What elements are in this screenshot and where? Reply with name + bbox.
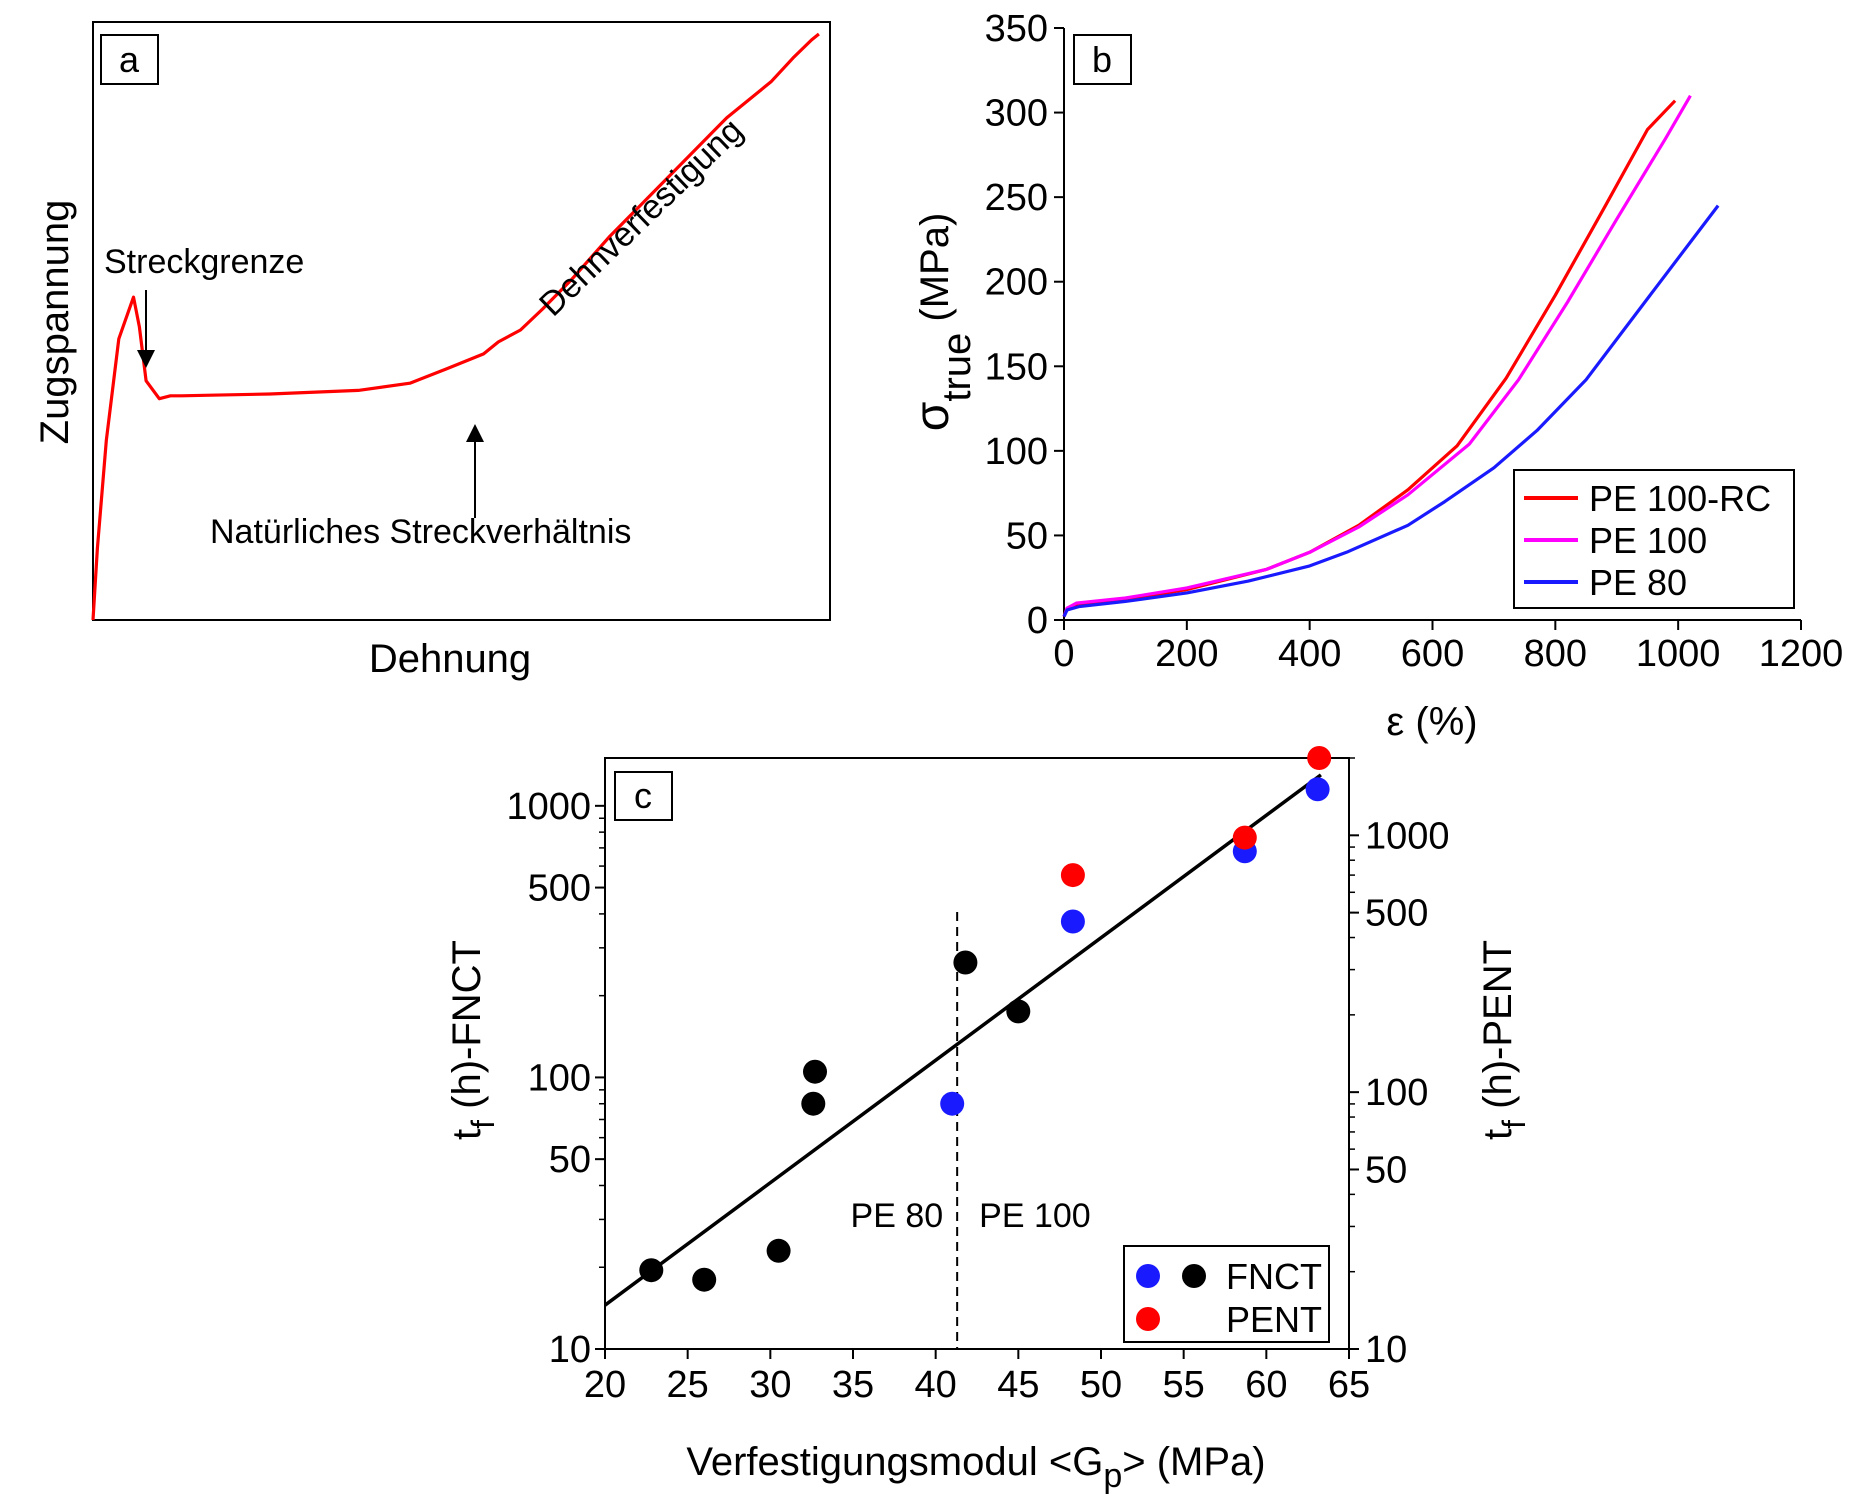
panel-label-box [100, 34, 159, 85]
data-point-0 [692, 1267, 717, 1292]
x-axis-title: Verfestigungsmodul <Gp> (MPa) [686, 1440, 1265, 1495]
y-right-axis-title: tf (h)-PENT [1476, 940, 1532, 1140]
data-point-1 [1060, 909, 1085, 934]
panel-label-a: a [119, 39, 140, 80]
region-label-pe100: PE 100 [979, 1197, 1091, 1235]
y-tick-label: 350 [985, 8, 1048, 50]
data-point-2 [1307, 746, 1332, 770]
annotation-natural-draw-ratio: Natürliches Streckverhältnis [210, 513, 631, 551]
legend-label: PE 100-RC [1589, 478, 1771, 519]
y-left-tick-label: 10 [549, 1329, 591, 1371]
x-tick-label: 1000 [1636, 633, 1721, 675]
x-tick-label: 400 [1278, 633, 1341, 675]
panel-label-b: b [1092, 39, 1112, 80]
y-tick-label: 250 [985, 177, 1048, 219]
data-point-0 [801, 1091, 826, 1116]
annotation-streckgrenze: Streckgrenze [104, 243, 304, 281]
legend-label: PE 100 [1589, 520, 1707, 561]
legend-marker [1136, 1264, 1160, 1288]
y-right-tick-label: 50 [1365, 1149, 1407, 1191]
x-tick-label: 0 [1053, 633, 1074, 675]
x-axis-title: Dehnung [369, 637, 531, 681]
panel-b: 0 200 400 600 800 1000 1200 0 50 100 150 200 250 300 3… [906, 8, 1843, 744]
data-point-1 [1305, 777, 1330, 802]
data-point-2 [1232, 825, 1257, 850]
plot-frame [92, 21, 831, 621]
legend-box [1123, 1245, 1330, 1343]
x-tick-label: 35 [832, 1364, 874, 1406]
x-tick-label: 200 [1155, 633, 1218, 675]
y-right-tick-label: 500 [1365, 893, 1428, 935]
y-tick-label: 300 [985, 93, 1048, 135]
x-tick-label: 60 [1245, 1364, 1287, 1406]
y-right-tick-label: 1000 [1365, 815, 1450, 857]
x-tick-label: 20 [584, 1364, 626, 1406]
x-tick-label: 600 [1401, 633, 1464, 675]
y-tick-label: 150 [985, 346, 1048, 388]
data-point-0 [639, 1258, 664, 1283]
x-tick-label: 65 [1328, 1364, 1370, 1406]
region-label-pe80: PE 80 [851, 1197, 944, 1235]
y-right-tick-label: 100 [1365, 1072, 1428, 1114]
legend-marker [1136, 1307, 1160, 1331]
panel-label-box [1073, 34, 1132, 85]
series-line-1 [1062, 94, 1692, 618]
y-tick-label: 50 [1006, 515, 1048, 557]
x-tick-label: 30 [749, 1364, 791, 1406]
legend-label: PENT [1226, 1299, 1322, 1340]
y-axis-title: Zugspannung [33, 200, 77, 445]
arrow-head-up [466, 424, 484, 442]
x-tick-label: 55 [1163, 1364, 1205, 1406]
data-point-0 [953, 950, 978, 975]
x-axis-title: ε (%) [1386, 700, 1477, 744]
y-axis-title: σtrue (MPa) [906, 213, 979, 432]
x-tick-label: 25 [667, 1364, 709, 1406]
legend-label: PE 80 [1589, 562, 1687, 603]
data-point-2 [1060, 863, 1085, 888]
plot-frame [604, 757, 1350, 1350]
data-point-0 [766, 1238, 791, 1263]
panel-c: 20 25 30 35 40 45 50 55 60 6510501005001000105010… [445, 746, 1532, 1495]
y-left-axis-title: tf (h)-FNCT [445, 940, 501, 1140]
fit-line [603, 773, 1322, 1307]
y-left-tick-label: 1000 [506, 786, 591, 828]
x-tick-label: 800 [1524, 633, 1587, 675]
y-tick-label: 100 [985, 431, 1048, 473]
panel-label-c: c [634, 775, 652, 816]
annotation-strain-hardening: Dehnverfestigung [532, 111, 750, 323]
series-line-2 [1062, 204, 1720, 618]
y-right-tick-label: 10 [1365, 1329, 1407, 1371]
legend-label: FNCT [1226, 1256, 1322, 1297]
x-tick-label: 50 [1080, 1364, 1122, 1406]
x-tick-label: 45 [997, 1364, 1039, 1406]
panel-a: a Dehnung Zugspannung Streckgrenze Natürlich… [33, 21, 831, 681]
y-left-tick-label: 500 [528, 868, 591, 910]
y-left-tick-label: 50 [549, 1139, 591, 1181]
y-left-tick-label: 100 [528, 1057, 591, 1099]
arrow-head-down [137, 350, 155, 368]
panel-label-box [614, 771, 673, 821]
y-tick-label: 200 [985, 262, 1048, 304]
y-tick-label: 0 [1027, 600, 1048, 642]
x-tick-label: 1200 [1759, 633, 1844, 675]
data-point-0 [1006, 999, 1031, 1024]
series-line [91, 32, 820, 621]
legend-marker [1182, 1264, 1206, 1288]
data-point-0 [803, 1059, 827, 1084]
x-tick-label: 40 [915, 1364, 957, 1406]
data-point-1 [940, 1091, 965, 1116]
